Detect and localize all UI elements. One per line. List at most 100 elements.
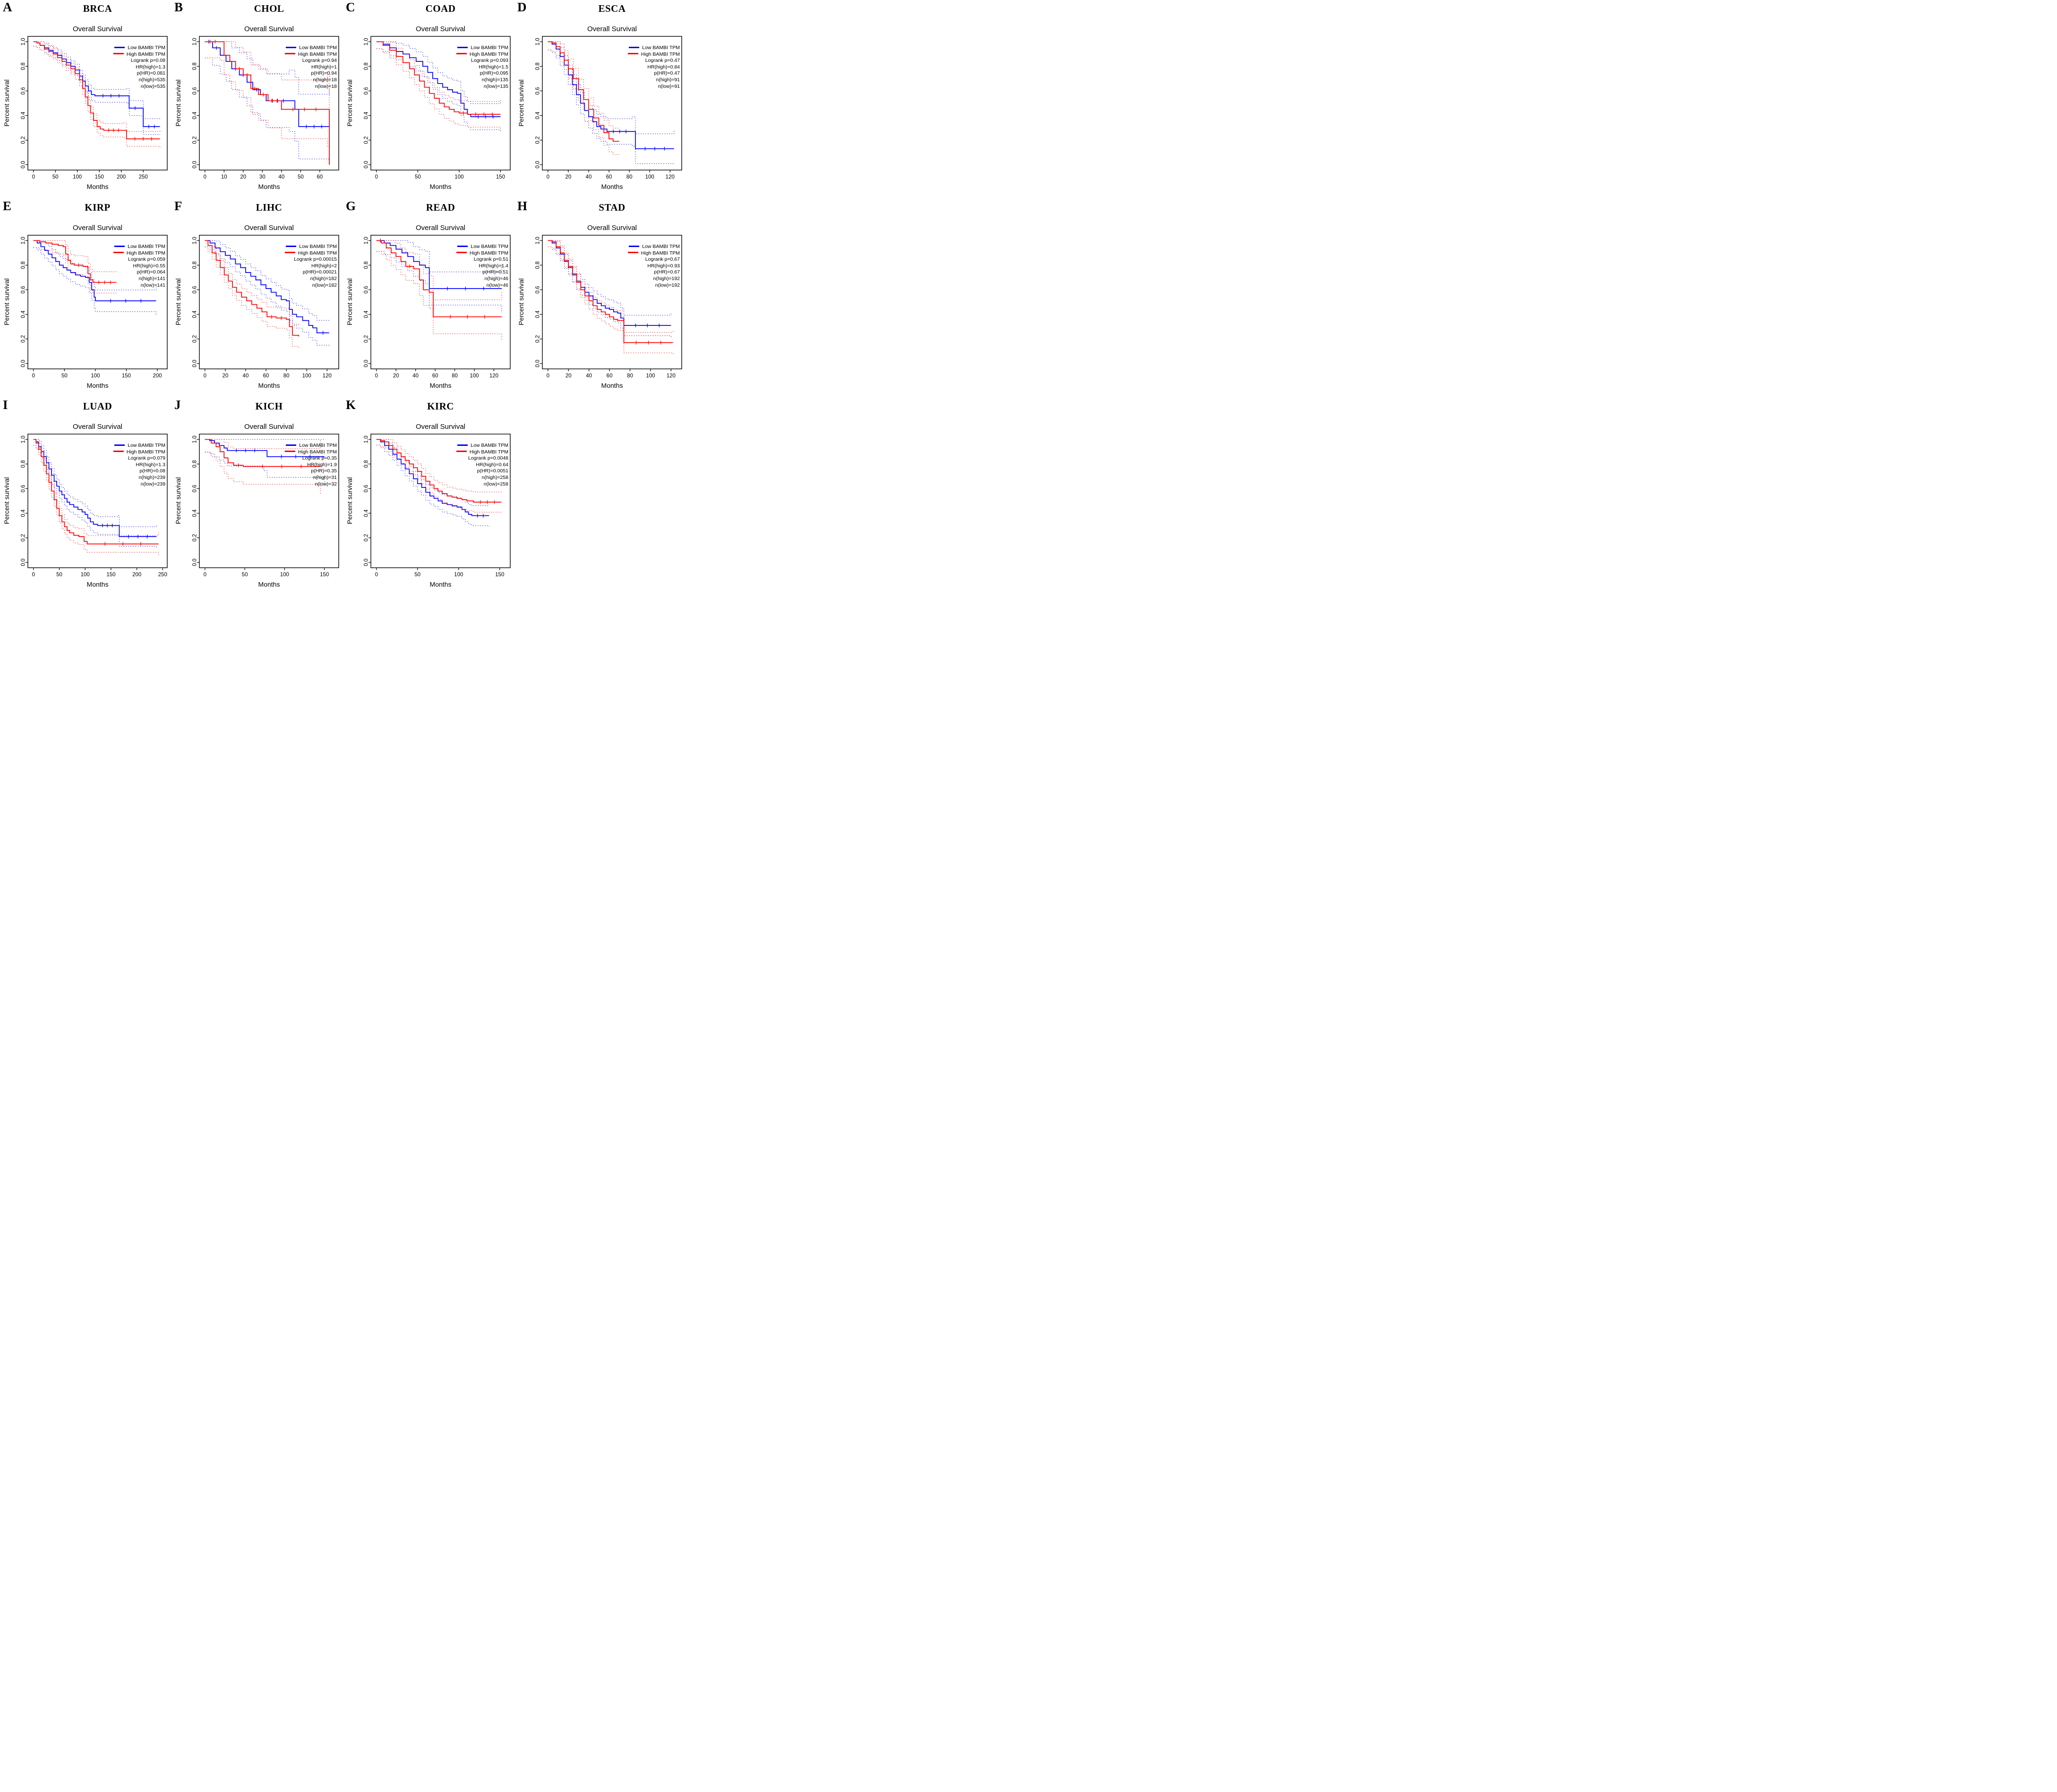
km-survival-figure: A BRCA Overall Survival 0 50 100 150 200 250 0… [0, 0, 686, 597]
km-panel: K KIRC Overall Survival 0 50 100 150 0.0 0.2 0… [343, 398, 514, 597]
survival-curve-high [33, 41, 160, 139]
plot-border [199, 235, 339, 369]
y-tick-label: 1.0 [364, 38, 369, 45]
plot-border [199, 36, 339, 171]
legend-stat-n-low: n(low)=141 [140, 282, 165, 288]
km-plot-canvas: 0 50 100 150 0.0 0.2 0.4 0.6 0.8 1.0 [192, 434, 339, 578]
km-plot-canvas: 0 50 100 150 200 250 0.0 0.2 0.4 0.6 0.8 1.0 [21, 434, 168, 578]
x-axis-title: Months [258, 580, 280, 588]
legend-stat-n-low: n(low)=135 [483, 83, 508, 89]
high-series-line-swatch [284, 451, 295, 452]
y-tick-label: 0.4 [364, 509, 369, 517]
legend-stat-p-hr: p(HR)=0.67 [654, 269, 680, 275]
y-tick-label: 0.8 [535, 62, 541, 70]
legend-low-label: Low BAMBI TPM [299, 45, 337, 51]
y-tick-label: 0.0 [364, 161, 369, 169]
y-tick-label: 0.2 [364, 534, 369, 542]
x-axis-title: Months [429, 183, 452, 190]
legend-stat-n-high: n(high)=141 [138, 275, 165, 282]
plot-subtitle: Overall Survival [72, 224, 123, 232]
x-tick-label: 150 [95, 174, 104, 180]
y-tick-label: 0.4 [535, 111, 541, 119]
legend-stat-n-high: n(high)=46 [484, 275, 509, 282]
y-tick-label: 0.8 [21, 62, 26, 70]
high-series-line-swatch [456, 252, 467, 254]
y-tick-label: 1.0 [364, 237, 369, 244]
x-tick-label: 50 [415, 174, 421, 180]
x-tick-label: 50 [56, 572, 62, 578]
high-series-line-swatch [456, 53, 467, 55]
legend-stat-n-low: n(low)=258 [483, 481, 508, 487]
legend-low-label: Low BAMBI TPM [299, 443, 337, 448]
y-tick-label: 0.8 [21, 460, 26, 468]
plot-subtitle: Overall Survival [72, 25, 123, 33]
ci-lower-low [376, 444, 489, 527]
y-tick-label: 0.6 [364, 286, 369, 293]
high-series-line-swatch [627, 252, 638, 254]
legend-high-label: High BAMBI TPM [126, 51, 165, 57]
y-axis-title: Percent survival [346, 79, 353, 127]
legend-stat-p-hr: p(HR)=0.095 [480, 70, 508, 77]
plot-subtitle: Overall Survival [415, 25, 466, 33]
legend-stat-n-low: n(low)=239 [140, 481, 165, 487]
survival-curve-high [33, 439, 159, 545]
x-tick-label: 200 [117, 174, 126, 180]
ci-lower-low [205, 58, 330, 164]
survival-curve-low [376, 240, 502, 289]
legend-entry-high: High BAMBI TPM [284, 51, 337, 58]
x-tick-label: 120 [489, 373, 498, 379]
x-tick-label: 0 [547, 373, 549, 379]
legend-stat-p-hr: p(HR)=0.08 [139, 468, 165, 474]
y-tick-label: 0.8 [535, 261, 541, 269]
x-tick-label: 0 [204, 174, 206, 180]
legend-entry-high: High BAMBI TPM [284, 250, 337, 257]
legend-low-label: Low BAMBI TPM [128, 45, 165, 51]
x-tick-label: 100 [454, 174, 463, 180]
legend-stat-n-high: n(high)=31 [313, 474, 337, 480]
km-plot-canvas: 0 20 40 60 80 100 120 0.0 0.2 0.4 0.6 0.8 1.0 [364, 235, 511, 379]
survival-curve-high [376, 439, 502, 503]
survival-curve-low [548, 240, 671, 326]
y-axis-title: Percent survival [3, 278, 10, 325]
low-series-line-swatch [114, 444, 125, 446]
x-tick-label: 100 [646, 373, 655, 379]
plot-subtitle: Overall Survival [244, 224, 294, 232]
survival-curve-high [33, 240, 117, 283]
legend-stat-n-low: n(low)=182 [312, 282, 337, 288]
plot-border [370, 36, 511, 171]
ci-upper-high [205, 439, 321, 449]
low-series-line-swatch [629, 245, 640, 247]
plot-border [370, 235, 511, 369]
legend-stat-p-hr: p(HR)=0.94 [311, 70, 337, 77]
legend-stat-n-high: n(high)=239 [138, 474, 165, 480]
ci-upper-low [33, 240, 156, 290]
legend-high-label: High BAMBI TPM [126, 449, 165, 455]
x-tick-label: 100 [81, 572, 90, 578]
legend-stat-p-hr: p(HR)=0.081 [137, 70, 165, 77]
legend-entry-high: High BAMBI TPM [113, 449, 165, 456]
legend-stat-hr-high: HR(high)=0.84 [647, 64, 680, 70]
low-series-line-swatch [457, 245, 468, 247]
legend-stat-n-low: n(low)=46 [486, 282, 508, 288]
x-tick-label: 100 [645, 174, 654, 180]
y-tick-label: 1.0 [535, 237, 541, 244]
plot-legend: Low BAMBI TPM High BAMBI TPM Logrank p=0… [284, 45, 337, 90]
legend-stat-logrank-p: Logrank p=0.0048 [468, 455, 508, 461]
y-tick-label: 0.4 [21, 111, 26, 119]
ci-lower-high [33, 247, 117, 295]
legend-stat-logrank-p: Logrank p=0.00015 [294, 256, 337, 263]
y-tick-label: 0.2 [192, 137, 198, 144]
survival-curve-high [205, 240, 299, 337]
legend-stat-n-high: n(high)=18 [313, 77, 337, 83]
survival-curve-low [205, 240, 329, 333]
legend-stat-hr-high: HR(high)=1 [311, 64, 337, 70]
y-axis-title: Percent survival [3, 79, 10, 127]
plot-border [199, 434, 339, 568]
legend-entry-low: Low BAMBI TPM [628, 45, 680, 51]
legend-low-label: Low BAMBI TPM [471, 45, 508, 51]
panel-title: LUAD [83, 401, 112, 412]
legend-stat-p-hr: p(HR)=0.35 [311, 468, 337, 474]
y-tick-label: 0.0 [21, 360, 26, 367]
x-tick-label: 0 [375, 174, 378, 180]
x-tick-label: 100 [280, 572, 289, 578]
